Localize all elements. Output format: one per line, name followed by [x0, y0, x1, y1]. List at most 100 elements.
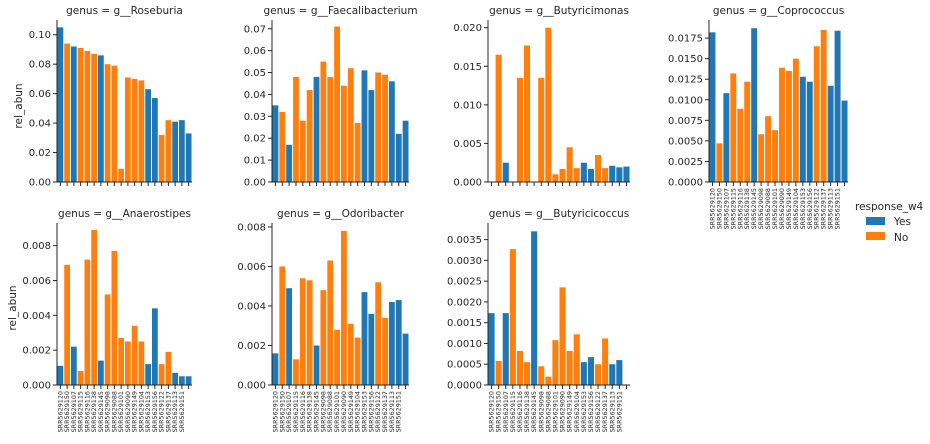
panel-title: genus = g__Butyricicoccus — [489, 208, 630, 220]
y-tick-label: 0.0075 — [668, 116, 703, 127]
panel-1: genus = g__Roseburia 0.00 0.02 0.04 0.06 0.08… — [29, 5, 192, 189]
bar — [545, 27, 552, 183]
bar — [172, 121, 178, 182]
panel-5: genus = g__Anaerostipes 0.000 0.002 0.004 0.… — [22, 208, 192, 432]
x-tick-label: SRR5629122 — [813, 188, 821, 229]
bar — [375, 282, 382, 385]
bar — [320, 61, 327, 183]
bar — [334, 26, 340, 182]
bar — [587, 357, 594, 385]
bar — [272, 353, 279, 385]
bar — [286, 144, 293, 182]
x-tick-label: SRR5629098 — [537, 391, 545, 432]
bar — [402, 333, 409, 385]
y-tick-label: 0.03 — [244, 112, 266, 123]
bar — [616, 360, 623, 385]
bar — [524, 45, 531, 183]
panel-title: genus = g__Butyricimonas — [489, 5, 629, 17]
x-tick-label: SRR5629104 — [137, 391, 145, 432]
bar — [382, 317, 388, 385]
bar — [834, 30, 841, 182]
bar — [165, 120, 172, 182]
y-tick-label: 0.06 — [244, 46, 266, 57]
bar — [361, 70, 368, 182]
bar — [320, 290, 327, 385]
x-tick-label: SRR5629153 — [799, 188, 807, 229]
x-tick-label: SRR5629115 — [729, 188, 737, 229]
x-tick-label: SRR5629149 — [785, 188, 793, 229]
y-tick-label: 0.06 — [29, 89, 51, 100]
bar — [279, 111, 286, 182]
x-tick-label: SRR5629090 — [559, 391, 567, 432]
y-tick-label: 0.02 — [244, 134, 266, 145]
bar — [158, 134, 165, 182]
bar — [779, 67, 785, 182]
y-tick-label: 0.0035 — [447, 235, 482, 246]
x-tick-label: SRR5629090 — [340, 391, 348, 432]
bar — [388, 302, 395, 385]
bar — [552, 174, 559, 182]
bar — [84, 259, 91, 385]
x-tick-label: SRR5629101 — [771, 188, 779, 229]
bar — [587, 168, 594, 182]
bar — [185, 133, 192, 182]
bar — [751, 28, 758, 182]
bar — [806, 81, 813, 182]
y-tick-label: 0.000 — [453, 178, 482, 189]
x-tick-label: SRR5629107 — [285, 391, 293, 432]
x-tick-label: SRR5629145 — [750, 188, 758, 229]
bar — [179, 376, 185, 385]
bar — [595, 155, 602, 182]
y-tick-label: 0.000 — [22, 381, 51, 392]
x-tick-label: SRR5629138 — [90, 391, 98, 432]
bar — [306, 280, 313, 385]
y-tick-label: 0.0000 — [668, 178, 703, 189]
legend-label-yes: Yes — [893, 216, 911, 228]
y-tick-label: 0.0125 — [668, 75, 703, 86]
x-tick-label: SRR5629137 — [820, 188, 828, 229]
legend-title: response_w4 — [855, 201, 924, 213]
y-tick-label: 0.0100 — [668, 95, 703, 106]
bar — [145, 89, 151, 182]
bar — [595, 364, 602, 385]
y-axis-label-row-1: rel_abun — [13, 83, 25, 128]
y-tick-label: 0.07 — [244, 24, 266, 35]
x-tick-label: SRR5629138 — [523, 391, 531, 432]
y-tick-label: 0.002 — [22, 346, 51, 357]
x-tick-label: SRR5629153 — [580, 391, 588, 432]
x-tick-label: SRR5629088 — [326, 391, 334, 432]
bar — [716, 143, 723, 182]
y-tick-label: 0.004 — [237, 301, 266, 312]
bar — [293, 76, 299, 182]
bar — [57, 365, 64, 385]
bar — [502, 162, 509, 182]
x-tick-label: SRR5629137 — [164, 391, 172, 432]
y-tick-label: 0.05 — [244, 68, 266, 79]
bar — [341, 85, 347, 182]
bar — [402, 120, 409, 182]
x-tick-label: SRR5629151 — [615, 391, 623, 432]
bar — [723, 93, 730, 182]
x-tick-label: SRR5629088 — [544, 391, 552, 432]
x-tick-label: SRR5629088 — [764, 188, 772, 229]
bar — [165, 351, 172, 385]
x-tick-label: SRR5629153 — [360, 391, 368, 432]
y-tick-label: 0.020 — [453, 23, 482, 34]
bar — [299, 278, 306, 385]
bar — [552, 340, 559, 385]
x-tick-label: SRR5629101 — [551, 391, 559, 432]
bar — [354, 337, 361, 385]
x-tick-label: SRR5629137 — [381, 391, 389, 432]
bar — [516, 77, 523, 182]
x-tick-label: SRR5629150 — [278, 391, 286, 432]
bar — [820, 29, 827, 183]
bar — [538, 77, 545, 182]
y-tick-label: 0.10 — [29, 30, 51, 41]
x-tick-label: SRR5629101 — [117, 391, 125, 432]
y-axis-label-row-2: rel_abun — [7, 285, 19, 330]
bar — [64, 43, 70, 183]
bar — [602, 338, 609, 385]
y-tick-label: 0.04 — [244, 90, 266, 101]
bar — [118, 168, 124, 182]
bar — [758, 134, 765, 182]
